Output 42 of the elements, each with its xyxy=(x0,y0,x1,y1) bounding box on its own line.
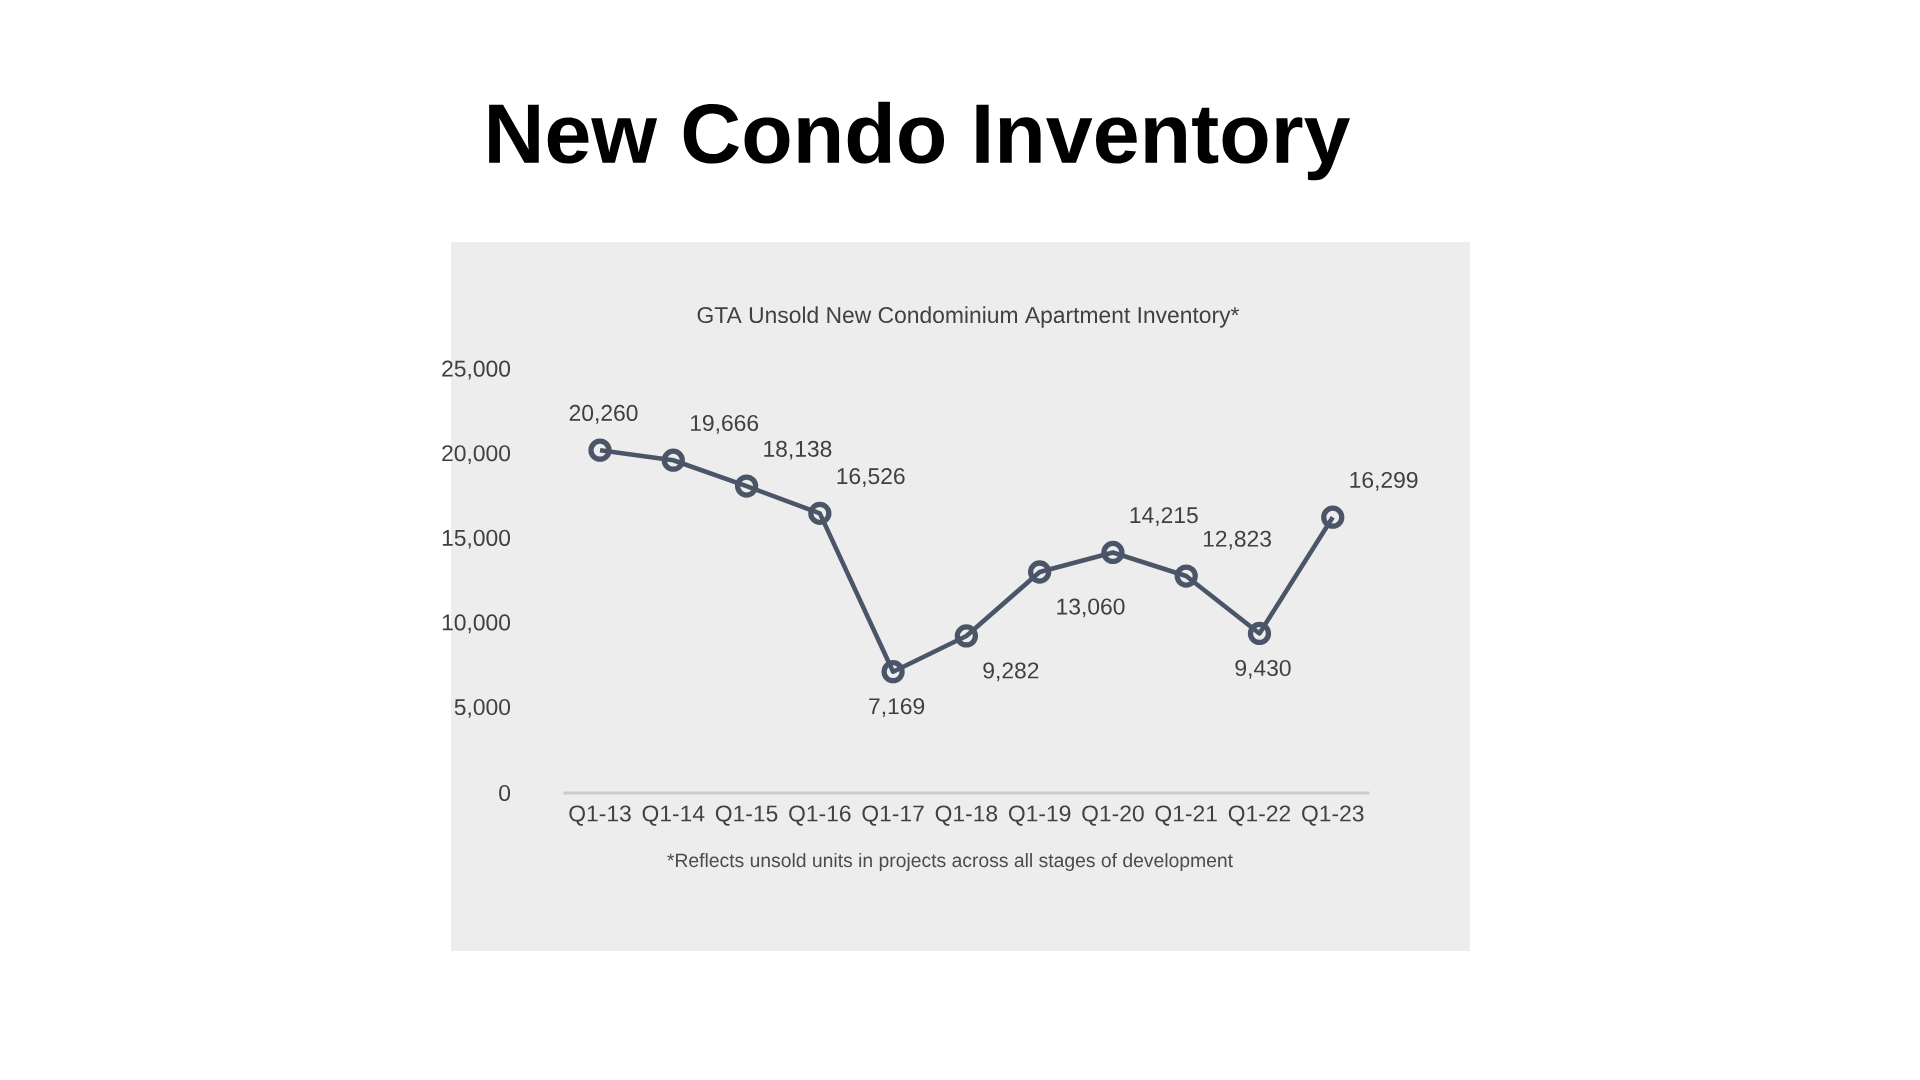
data-label: 9,430 xyxy=(1235,659,1291,679)
x-tick-label: Q1-16 xyxy=(789,805,851,826)
x-tick-label: Q1-22 xyxy=(1228,805,1291,826)
point xyxy=(661,448,685,472)
data-label: 20,260 xyxy=(569,404,638,424)
point xyxy=(734,474,759,498)
data-label: 13,060 xyxy=(1057,598,1125,618)
data-label: 16,526 xyxy=(837,468,905,487)
data-label: 19,666 xyxy=(690,414,759,434)
data-label: 12,823 xyxy=(1203,530,1271,550)
chart-subtitle: GTA Unsold New Condominium Apartment Inventory* xyxy=(697,306,1240,328)
point xyxy=(1321,505,1345,529)
x-tick-label: Q1-19 xyxy=(1009,805,1071,826)
y-tick-label: 0 xyxy=(499,784,511,802)
y-tick-label: 10,000 xyxy=(442,614,511,634)
data-label: 9,282 xyxy=(983,662,1039,682)
y-tick-label: 25,000 xyxy=(442,360,511,380)
point xyxy=(954,624,979,648)
x-tick-label: Q1-23 xyxy=(1302,805,1364,826)
data-label: 7,169 xyxy=(869,698,925,718)
x-tick-label: Q1-18 xyxy=(935,805,998,826)
x-tick-label: Q1-15 xyxy=(715,805,778,826)
x-tick-label: Q1-21 xyxy=(1155,805,1217,826)
point xyxy=(1028,560,1052,584)
point xyxy=(808,501,832,526)
data-label: 16,299 xyxy=(1350,471,1418,491)
y-tick-label: 20,000 xyxy=(442,445,511,465)
point xyxy=(1174,564,1198,588)
point xyxy=(881,660,905,684)
point xyxy=(1101,540,1125,565)
text: *Reflects unsold units in projects across all stages of development xyxy=(667,852,1233,872)
point xyxy=(588,438,612,462)
x-tick-label: Q1-14 xyxy=(642,805,705,826)
x-tick-label: Q1-13 xyxy=(569,805,631,826)
y-tick-label: 5,000 xyxy=(454,698,511,718)
chart-title: New Condo Inventory xyxy=(489,101,1351,181)
data-label: 18,138 xyxy=(764,440,832,460)
x-tick-label: Q1-17 xyxy=(862,805,924,826)
y-tick-label: 15,000 xyxy=(442,529,511,549)
data-label: 14,215 xyxy=(1130,507,1198,526)
x-tick-label: Q1-20 xyxy=(1082,805,1144,826)
point xyxy=(1247,621,1272,646)
